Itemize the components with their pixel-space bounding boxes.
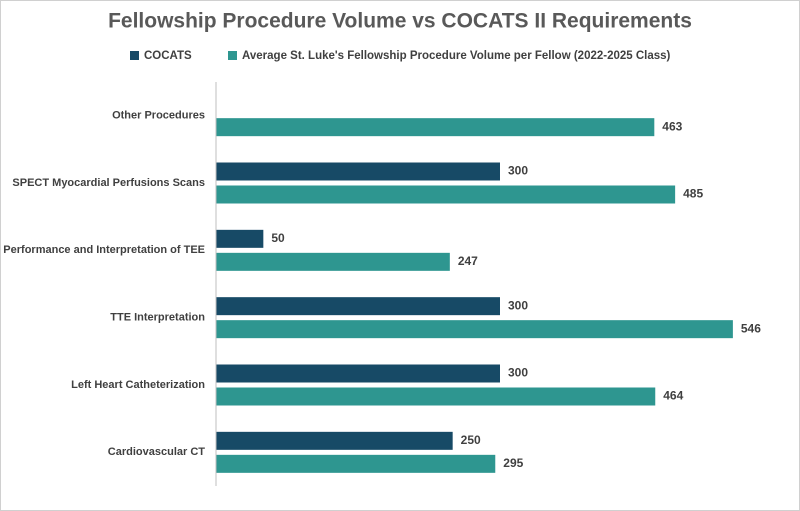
bar xyxy=(216,387,656,406)
data-label: 546 xyxy=(741,321,761,335)
bar xyxy=(216,229,264,248)
data-label: 295 xyxy=(503,456,523,470)
data-label: 50 xyxy=(271,231,285,245)
y-tick-label: Performance and Interpretation of TEE xyxy=(3,244,205,256)
data-label: 300 xyxy=(508,298,528,312)
data-label: 300 xyxy=(508,164,528,178)
y-tick-label: TTE Interpretation xyxy=(110,312,205,324)
data-label: 247 xyxy=(458,254,478,268)
y-tick-label: Left Heart Catheterization xyxy=(71,379,205,391)
y-tick-label: Other Procedures xyxy=(112,110,205,122)
y-tick-label: Cardiovascular CT xyxy=(108,446,205,458)
bar xyxy=(216,297,500,316)
bar xyxy=(216,162,500,181)
legend-label: Average St. Luke's Fellowship Procedure … xyxy=(242,50,671,62)
y-tick-label: SPECT Myocardial Perfusions Scans xyxy=(12,177,205,189)
data-label: 300 xyxy=(508,366,528,380)
bar xyxy=(216,118,655,137)
data-label: 250 xyxy=(461,433,481,447)
chart-title: Fellowship Procedure Volume vs COCATS II… xyxy=(108,10,692,33)
legend-swatch xyxy=(130,51,139,60)
data-label: 463 xyxy=(662,119,682,133)
bar xyxy=(216,364,500,383)
bar xyxy=(216,185,676,204)
bar xyxy=(216,454,496,473)
data-label: 485 xyxy=(683,187,703,201)
legend-swatch xyxy=(228,51,237,60)
legend-label: COCATS xyxy=(144,50,192,62)
bar xyxy=(216,252,450,271)
bar xyxy=(216,320,733,339)
bar xyxy=(216,431,453,450)
data-label: 464 xyxy=(663,389,683,403)
